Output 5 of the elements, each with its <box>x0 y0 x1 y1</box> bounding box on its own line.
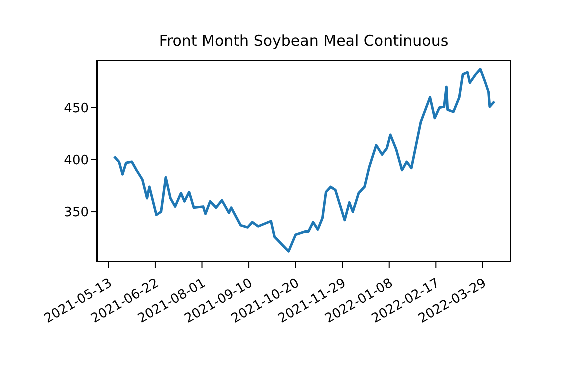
y-tick-label: 350 <box>64 206 89 221</box>
y-tick-label: 450 <box>64 102 89 117</box>
y-tick-label: 400 <box>64 154 89 169</box>
chart-title: Front Month Soybean Meal Continuous <box>158 32 450 50</box>
line-series <box>113 68 496 253</box>
